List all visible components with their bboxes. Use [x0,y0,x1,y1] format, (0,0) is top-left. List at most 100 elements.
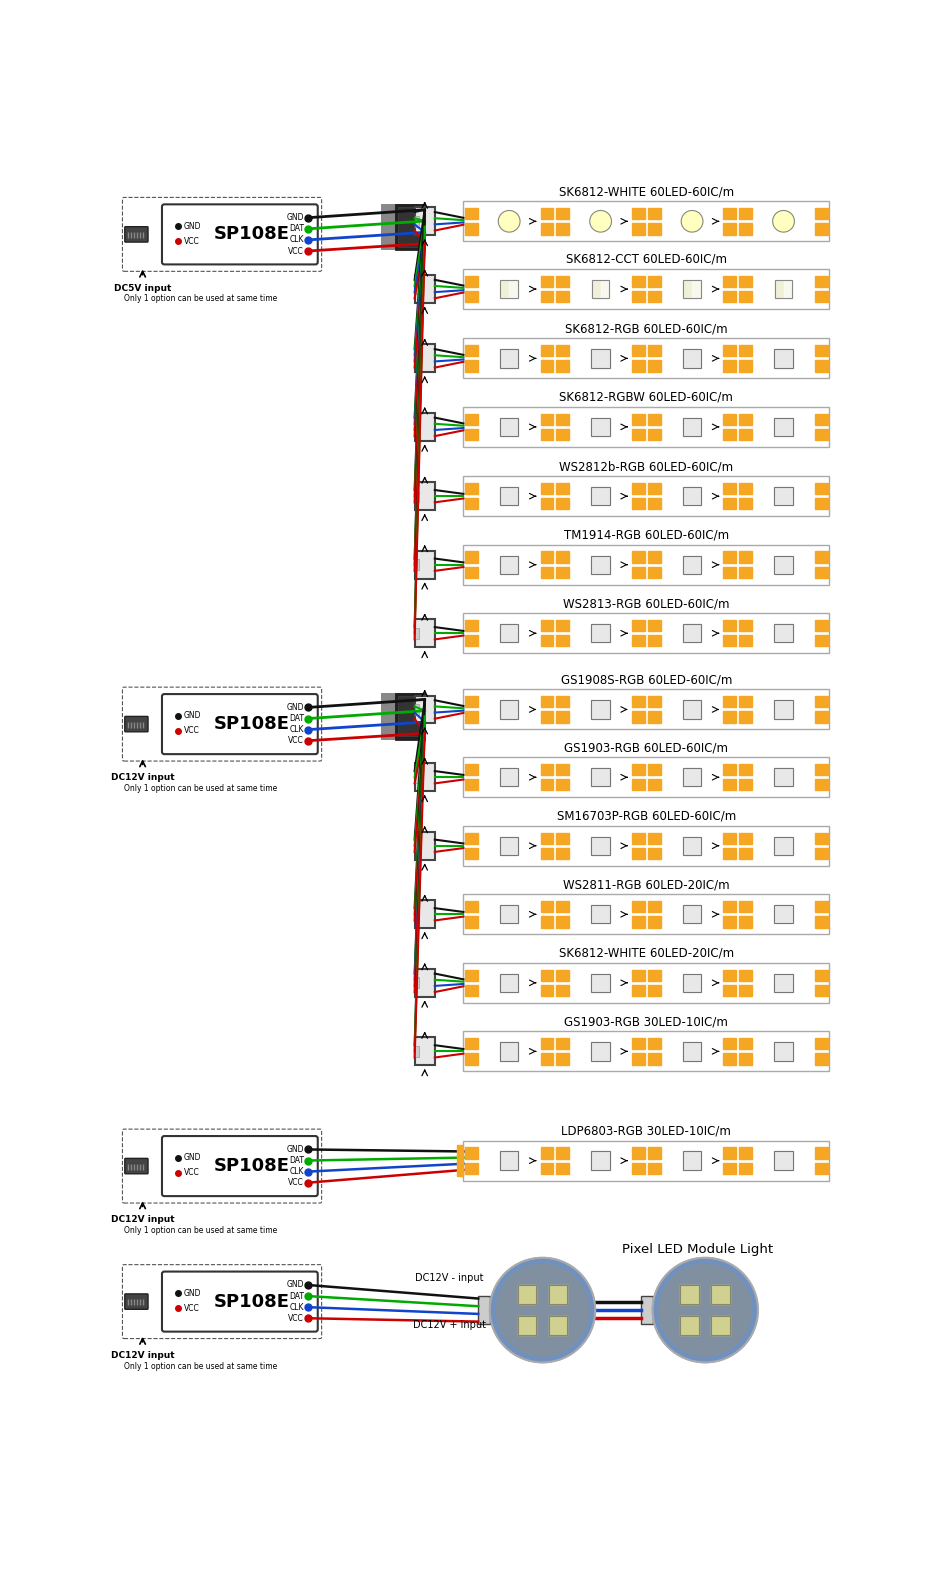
Bar [724,969,737,980]
Bar [815,209,828,220]
Bar [648,498,660,509]
Text: GS1903-RGB 60LED-60IC/m: GS1903-RGB 60LED-60IC/m [565,741,728,754]
Bar [591,904,610,923]
Bar [416,490,419,501]
Bar [724,345,737,356]
Bar [775,974,792,991]
Bar [591,280,609,297]
Bar [500,974,518,991]
Bar [540,566,553,579]
Bar [724,428,737,440]
Bar [739,275,752,288]
Bar [815,764,828,775]
Bar [632,482,644,495]
Bar [500,417,518,436]
Text: VCC: VCC [183,726,199,735]
Bar [683,768,701,786]
Bar [500,768,518,786]
Bar [518,1317,537,1334]
Bar [724,833,737,844]
Bar [683,555,701,574]
Bar [815,223,828,234]
Bar [591,280,609,297]
Text: SP108E: SP108E [214,226,290,243]
Bar [632,711,644,723]
Bar [465,917,478,928]
Bar [465,414,478,425]
Bar [540,1162,553,1175]
Bar [815,696,828,707]
Bar [632,779,644,790]
Bar [632,209,644,220]
Bar [556,223,569,234]
Bar [815,414,828,425]
Text: WS2811-RGB 60LED-20IC/m: WS2811-RGB 60LED-20IC/m [563,877,730,892]
Bar [591,417,610,436]
Circle shape [498,210,520,232]
Bar [632,291,644,302]
FancyBboxPatch shape [162,694,318,754]
Bar [739,1053,752,1064]
Bar [556,901,569,912]
Bar [632,1162,644,1175]
Bar [739,779,752,790]
FancyBboxPatch shape [162,204,318,264]
Bar [739,482,752,495]
Bar [724,901,737,912]
Bar [556,636,569,647]
Text: SK6812-WHITE 60LED-20IC/m: SK6812-WHITE 60LED-20IC/m [559,947,734,960]
Bar [395,694,425,740]
Bar [739,917,752,928]
Bar [500,836,518,855]
Bar [648,223,660,234]
Bar [681,1317,699,1334]
Bar [641,1296,653,1323]
Bar [591,700,610,719]
Bar [381,694,425,740]
Bar [591,768,610,786]
Bar [556,275,569,288]
Bar [739,223,752,234]
Bar [724,275,737,288]
Bar [632,360,644,372]
Bar [683,1151,701,1170]
Bar [510,280,518,297]
Circle shape [658,1263,751,1356]
Bar [739,428,752,440]
Bar [500,555,518,574]
Bar [724,482,737,495]
Bar [724,223,737,234]
Bar [775,836,792,855]
Bar [465,360,478,372]
Bar [815,566,828,579]
Bar [648,414,660,425]
Bar [775,1151,792,1170]
Bar [540,345,553,356]
Text: VCC: VCC [183,237,199,245]
Bar [815,833,828,844]
Bar [648,711,660,723]
Bar [783,280,792,297]
Bar [416,217,419,226]
Bar [591,624,610,642]
Bar [415,345,434,372]
Bar [591,487,610,506]
Bar [815,360,828,372]
Bar [648,696,660,707]
Bar [500,1151,518,1170]
Bar [815,1162,828,1175]
Bar [632,345,644,356]
Bar [775,280,792,297]
Bar [465,833,478,844]
Bar [591,417,610,436]
Bar [540,1053,553,1064]
Bar [724,360,737,372]
Bar [775,836,792,855]
Bar [632,847,644,858]
Bar [775,1042,792,1061]
Bar [398,696,421,737]
Bar [591,768,610,786]
Bar [463,895,830,934]
Text: DC12V - input: DC12V - input [416,1273,484,1282]
Bar [724,291,737,302]
